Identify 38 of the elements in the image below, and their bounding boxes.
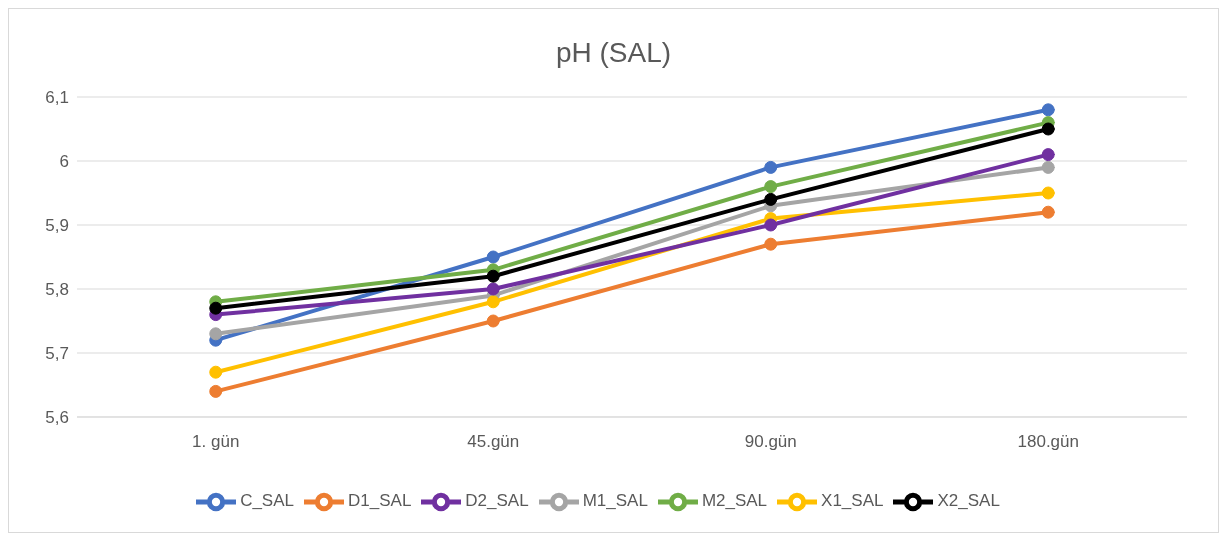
legend-label: D2_SAL [465, 491, 529, 511]
point [209, 327, 223, 341]
y-tick-label: 5,7 [45, 344, 69, 364]
point [486, 282, 500, 296]
point [209, 384, 223, 398]
legend-label: M2_SAL [701, 491, 768, 511]
point [764, 218, 778, 232]
legend-label: X1_SAL [821, 491, 884, 511]
x-tick-label: 1. gün [192, 432, 240, 452]
point [1041, 186, 1055, 200]
legend-label: C_SAL [240, 491, 295, 511]
point [209, 301, 223, 315]
point [486, 269, 500, 283]
point [486, 250, 500, 264]
point [764, 160, 778, 174]
point [764, 237, 778, 251]
y-tick-label: 6,1 [45, 88, 69, 108]
x-tick-label: 90.gün [744, 432, 797, 452]
y-tick-label: 5,9 [45, 216, 69, 236]
y-tick-label: 5,8 [45, 280, 69, 300]
point [1041, 148, 1055, 162]
point [764, 192, 778, 206]
y-tick-label: 5,6 [45, 408, 69, 428]
point [209, 365, 223, 379]
point [1041, 103, 1055, 117]
point [764, 180, 778, 194]
point [486, 314, 500, 328]
legend-label: M1_SAL [582, 491, 648, 511]
chart-title: pH (SAL) [554, 36, 673, 68]
legend-label: X2_SAL [937, 491, 1000, 511]
x-tick-label: 45.gün [467, 432, 520, 452]
point [1041, 122, 1055, 136]
x-tick-label: 180.gün [1017, 432, 1079, 452]
legend-label: D1_SAL [348, 491, 412, 511]
point [1041, 160, 1055, 174]
point [1041, 205, 1055, 219]
point [486, 295, 500, 309]
y-tick-label: 6 [59, 152, 69, 172]
